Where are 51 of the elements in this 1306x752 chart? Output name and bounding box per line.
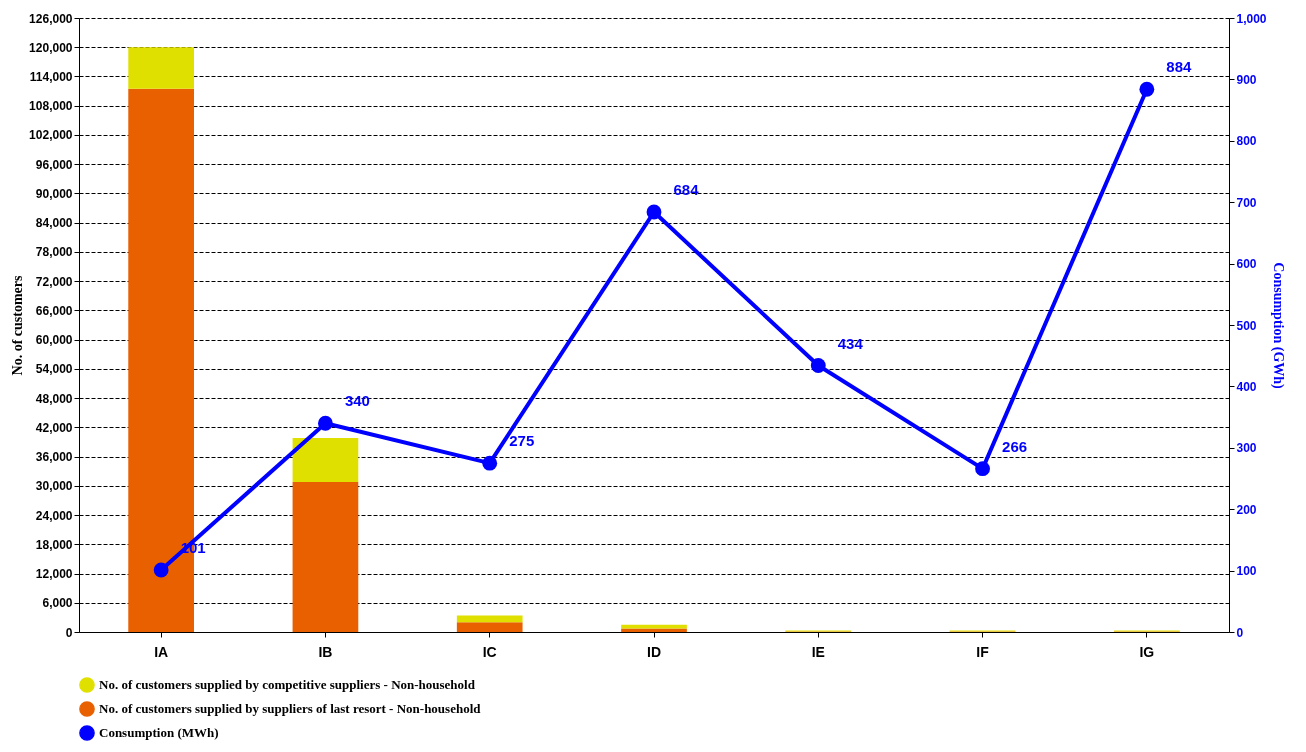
y-tick-label: 0: [65, 625, 73, 640]
x-tick-label: IF: [976, 643, 990, 660]
y2-tick-label: 900: [1236, 72, 1257, 87]
data-label: 275: [509, 432, 535, 450]
y2-tick-label: 0: [1236, 625, 1244, 640]
y-tick-label: 108,000: [29, 99, 73, 114]
y-tick-label: 36,000: [35, 450, 73, 465]
y-tick-label: 96,000: [35, 157, 73, 172]
data-label: 684: [673, 181, 700, 199]
y-tick-label: 78,000: [35, 245, 73, 260]
y2-tick-label: 300: [1236, 441, 1257, 456]
y-tick-label: 18,000: [35, 537, 73, 552]
y-tick-label: 42,000: [35, 420, 73, 435]
data-label: 340: [344, 392, 370, 410]
y2-tick-label: 500: [1236, 318, 1257, 333]
legend-label: No. of customers supplied by competitive suppliers - Non-household: [99, 677, 476, 692]
y-tick-label: 72,000: [35, 274, 73, 289]
y-tick-label: 114,000: [29, 69, 73, 84]
y2-tick-label: 800: [1236, 134, 1257, 149]
data-label: 266: [1002, 437, 1028, 455]
y-tick-label: 102,000: [29, 128, 73, 143]
y2-tick-label: 600: [1236, 257, 1257, 272]
x-tick-label: IA: [154, 643, 169, 660]
y-tick-label: 6,000: [42, 596, 73, 611]
y2-tick-label: 1,000: [1236, 11, 1267, 26]
x-tick-label: IB: [318, 643, 333, 660]
y-tick-label: 90,000: [35, 186, 73, 201]
y-tick-label: 126,000: [29, 11, 73, 26]
y-tick-label: 12,000: [35, 567, 73, 582]
x-tick-label: IE: [811, 643, 825, 660]
y2-axis-title: Consumption (GWh): [1269, 262, 1286, 390]
y-tick-label: 24,000: [35, 508, 73, 523]
y-tick-label: 60,000: [35, 333, 73, 348]
y-tick-label: 54,000: [35, 362, 73, 377]
x-tick-label: IC: [482, 643, 497, 660]
legend-label: Consumption (MWh): [99, 725, 219, 740]
y-tick-label: 120,000: [29, 40, 73, 55]
y2-tick-label: 400: [1236, 379, 1257, 394]
x-tick-label: IG: [1139, 643, 1155, 660]
data-label: 434: [837, 334, 864, 352]
y-tick-label: 84,000: [35, 216, 73, 231]
x-tick-label: ID: [647, 643, 661, 660]
y-tick-label: 66,000: [35, 303, 73, 318]
legend-label: No. of customers supplied by suppliers of last resort - Non-household: [99, 701, 482, 716]
data-label: 884: [1166, 58, 1193, 76]
y-tick-label: 48,000: [35, 391, 73, 406]
y2-tick-label: 200: [1236, 502, 1257, 517]
y-axis-title: No. of customers: [10, 274, 26, 376]
y2-tick-label: 700: [1236, 195, 1257, 210]
y2-tick-label: 100: [1236, 564, 1257, 579]
y-tick-label: 30,000: [35, 479, 73, 494]
